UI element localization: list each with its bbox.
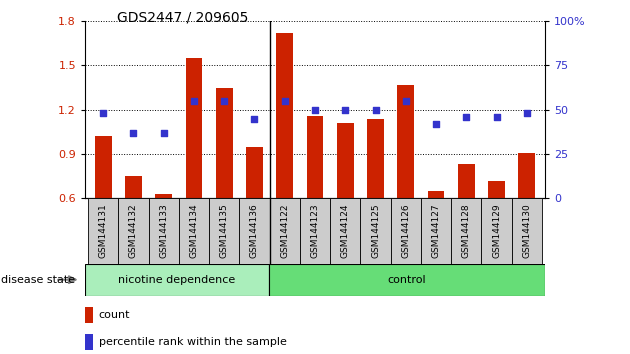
Text: GSM144135: GSM144135 [220,204,229,258]
Point [280,98,290,104]
Text: GSM144136: GSM144136 [250,204,259,258]
Point [340,107,350,113]
Text: GSM144134: GSM144134 [190,204,198,258]
Bar [367,119,384,198]
Bar [458,164,474,198]
Bar [156,194,172,198]
Bar [360,198,391,264]
Point [522,110,532,116]
Bar [330,198,360,264]
Text: GSM144133: GSM144133 [159,204,168,258]
Point [189,98,199,104]
Bar [269,264,545,296]
Bar [428,191,444,198]
Point [401,98,411,104]
Bar [179,198,209,264]
Point [249,116,260,121]
Bar [391,198,421,264]
Bar [186,58,202,198]
Point [310,107,320,113]
Bar [149,198,179,264]
Bar [239,198,270,264]
Bar [451,198,481,264]
Bar [481,198,512,264]
Text: GSM144128: GSM144128 [462,204,471,258]
Text: GDS2447 / 209605: GDS2447 / 209605 [117,11,248,25]
Bar [277,33,293,198]
Bar [398,85,414,198]
Text: GSM144129: GSM144129 [492,204,501,258]
Point [491,114,501,120]
Text: GSM144131: GSM144131 [99,204,108,258]
Bar [512,198,542,264]
Bar [307,116,323,198]
Point [129,130,139,136]
Point [98,110,108,116]
Text: GSM144127: GSM144127 [432,204,440,258]
Bar [337,123,353,198]
Text: nicotine dependence: nicotine dependence [118,275,236,285]
Point [159,130,169,136]
Bar [95,136,112,198]
Text: GSM144122: GSM144122 [280,204,289,258]
Text: control: control [387,275,427,285]
Point [370,107,381,113]
Bar [85,264,269,296]
Bar [421,198,451,264]
Point [219,98,229,104]
Text: GSM144124: GSM144124 [341,204,350,258]
Text: GSM144125: GSM144125 [371,204,380,258]
Text: GSM144132: GSM144132 [129,204,138,258]
Bar [118,198,149,264]
Bar [488,181,505,198]
Text: GSM144123: GSM144123 [311,204,319,258]
Point [461,114,471,120]
Bar [85,334,93,350]
Bar [518,153,535,198]
Text: GSM144126: GSM144126 [401,204,410,258]
Bar [216,88,232,198]
Text: percentile rank within the sample: percentile rank within the sample [99,337,287,347]
Bar [270,198,300,264]
Point [431,121,441,127]
Bar [125,176,142,198]
Text: disease state: disease state [1,275,76,285]
Bar [88,198,118,264]
Bar [246,147,263,198]
Bar [209,198,239,264]
Bar [85,307,93,323]
Text: count: count [99,310,130,320]
Text: GSM144130: GSM144130 [522,204,531,258]
Bar [300,198,330,264]
